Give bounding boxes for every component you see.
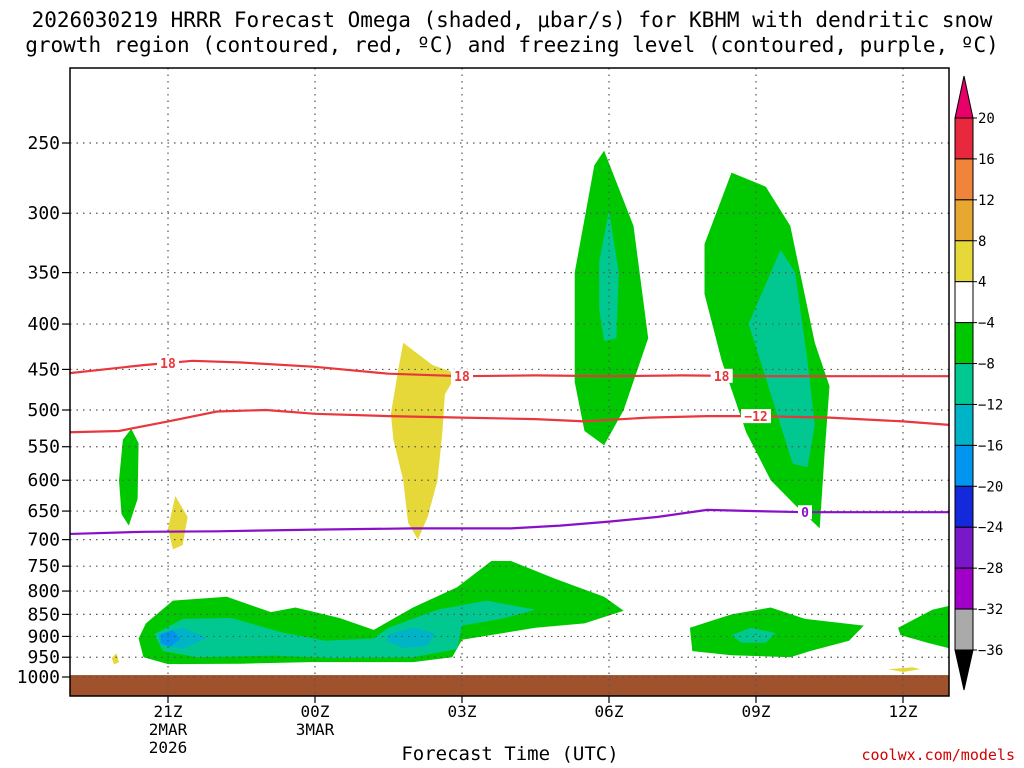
contour-label-bg--18-1	[451, 369, 473, 384]
colorbar-label-6: −8	[978, 357, 995, 373]
credit-link[interactable]: coolwx.com/models	[861, 746, 1015, 764]
colorbar-swatch-10	[954, 526, 974, 569]
y-tick-label-450: 450	[27, 359, 60, 380]
colorbar-swatch-1	[954, 158, 974, 201]
omega-region-9	[748, 249, 815, 468]
colorbar-label-3: 8	[978, 234, 986, 250]
y-tick-label-400: 400	[27, 314, 60, 335]
y-tick-label-300: 300	[27, 203, 60, 224]
colorbar-label-2: 12	[978, 193, 995, 209]
colorbar-label-0: 20	[978, 111, 995, 127]
contour-label-bg-0-0	[798, 505, 812, 520]
colorbar-bottom-arrow	[954, 649, 974, 691]
colorbar-swatch-3	[954, 240, 974, 283]
x-tick-label-12Z: 12Z	[889, 702, 918, 721]
y-tick-label-350: 350	[27, 263, 60, 284]
colorbar-label-8: −16	[978, 438, 1003, 454]
x-tick-year-21Z: 2026	[149, 738, 188, 757]
x-tick-label-06Z: 06Z	[595, 702, 624, 721]
colorbar-swatch-11	[954, 567, 974, 610]
x-tick-date-21Z: 2MAR	[149, 720, 188, 739]
colorbar-swatch-4	[954, 281, 974, 324]
colorbar-top-arrow	[954, 75, 974, 119]
x-tick-label-09Z: 09Z	[742, 702, 771, 721]
ground-surface	[70, 675, 949, 696]
omega-region-5	[160, 629, 181, 647]
contour-label--12-0: −12	[744, 410, 767, 425]
chart-title: 2026030219 HRRR Forecast Omega (shaded, …	[31, 8, 993, 32]
omega-region-0	[119, 428, 139, 526]
y-tick-label-250: 250	[27, 133, 60, 154]
contour-label--18-1: 18	[454, 370, 470, 385]
colorbar-label-1: 16	[978, 152, 995, 168]
y-tick-label-900: 900	[27, 626, 60, 647]
colorbar-swatch-6	[954, 363, 974, 405]
omega-region-4	[386, 627, 436, 649]
omega-region-17	[888, 667, 921, 672]
colorbar-label-12: −32	[978, 602, 1003, 618]
omega-region-7	[599, 210, 619, 341]
x-axis-label: Forecast Time (UTC)	[401, 743, 619, 765]
colorbar-swatch-7	[954, 403, 974, 446]
omega-region-11	[731, 627, 776, 643]
contour-label--18-0: 18	[160, 357, 176, 372]
contour-label-0-0: 0	[801, 506, 809, 521]
omega-region-2	[154, 600, 536, 659]
y-tick-label-950: 950	[27, 647, 60, 668]
y-tick-label-800: 800	[27, 581, 60, 602]
temperature-contours: 18 18 18 −12 0	[70, 355, 949, 536]
colorbar-swatch-12	[954, 608, 974, 651]
colorbar-label-11: −28	[978, 561, 1003, 577]
plot-frame	[69, 67, 950, 697]
colorbar-swatch-8	[954, 444, 974, 487]
contour-label-bg--12-0	[741, 409, 771, 424]
omega-region-14	[168, 496, 188, 550]
contour-label-bg--18-2	[710, 368, 733, 383]
y-tick-label-550: 550	[27, 437, 60, 458]
colorbar-label-7: −12	[978, 397, 1003, 413]
colorbar-swatch-9	[954, 485, 974, 528]
colorbar-label-10: −24	[978, 520, 1003, 536]
x-tick-date-00Z: 3MAR	[296, 720, 335, 739]
chart-subtitle: growth region (contoured, red, ºC) and f…	[25, 33, 999, 57]
y-tick-label-650: 650	[27, 501, 60, 522]
colorbar-swatch-5	[954, 322, 974, 365]
colorbar-swatch-2	[954, 199, 974, 242]
colorbar-swatch-0	[954, 117, 974, 160]
y-tick-label-1000: 1000	[17, 667, 60, 688]
contour-label--18-2: 18	[714, 370, 730, 385]
omega-region-10	[689, 607, 864, 658]
y-tick-label-500: 500	[27, 400, 60, 421]
colorbar-label-9: −20	[978, 479, 1003, 495]
grid-lines	[70, 68, 949, 696]
y-tick-label-750: 750	[27, 556, 60, 577]
colorbar-label-5: −4	[978, 316, 995, 332]
omega-region-12	[898, 605, 949, 649]
omega-region-15	[390, 342, 458, 540]
colorbar: 20 16 12 8 4 −4 −8 −12 −16 −20 −24 −28 −32 −36	[954, 75, 1003, 691]
y-tick-label-700: 700	[27, 530, 60, 551]
contour-label-bg--18-0	[157, 355, 179, 370]
x-tick-label-03Z: 03Z	[448, 702, 477, 721]
colorbar-label-13: −36	[978, 643, 1003, 659]
x-tick-label-21Z: 21Z	[154, 702, 183, 721]
y-tick-label-600: 600	[27, 470, 60, 491]
contour-0	[70, 508, 949, 536]
x-tick-label-00Z: 00Z	[301, 702, 330, 721]
omega-region-16	[111, 653, 119, 665]
colorbar-label-4: 4	[978, 275, 986, 291]
y-tick-label-850: 850	[27, 604, 60, 625]
contour--12	[70, 408, 949, 434]
omega-shading	[111, 150, 949, 672]
